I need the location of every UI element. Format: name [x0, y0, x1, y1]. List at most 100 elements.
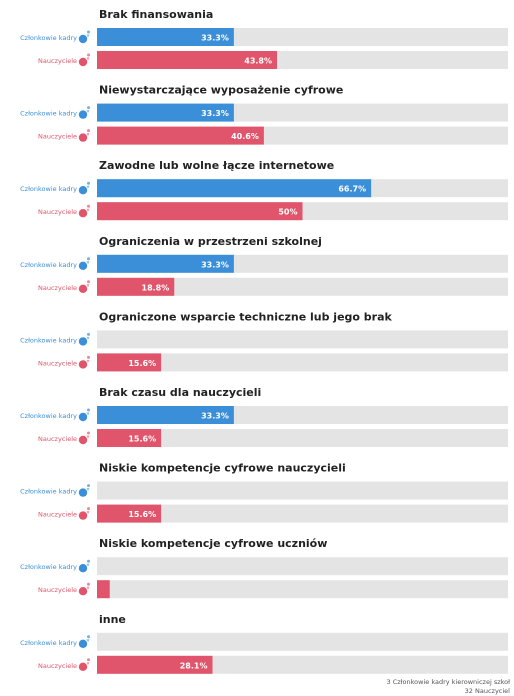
category-title: Ograniczenia w przestrzeni szkolnej — [99, 235, 322, 248]
series-label: Nauczyciele — [38, 435, 77, 443]
bar-nauczyciele — [97, 277, 175, 296]
person-icon-body-0-7 — [78, 564, 88, 573]
person-icon-body-1-3 — [78, 284, 88, 293]
person-icon-head-1-5 — [87, 431, 90, 435]
footnote-line: 3 Członkowie kadry kierowniczej szkoł — [387, 678, 511, 686]
bar-nauczyciele — [97, 126, 264, 145]
person-icon-head-0-8 — [87, 635, 90, 639]
data-label: 66.7% — [338, 185, 366, 194]
series-label: Członkowie kadry — [20, 185, 77, 193]
person-icon-spark-1-0 — [86, 57, 90, 61]
person-icon-head-1-2 — [87, 204, 90, 208]
bar-nauczyciele — [97, 202, 303, 221]
person-icon-head-1-4 — [87, 355, 90, 359]
series-label: Nauczyciele — [38, 57, 77, 65]
person-icon-body-0-6 — [78, 488, 88, 497]
person-icon-head-1-3 — [87, 280, 90, 284]
person-icon-body-1-1 — [78, 133, 88, 142]
bar-nauczyciele — [97, 580, 110, 599]
person-icon-head-0-2 — [87, 181, 90, 185]
person-icon-body-0-4 — [78, 337, 88, 346]
person-icon-head-0-5 — [87, 408, 90, 412]
series-label: Nauczyciele — [38, 208, 77, 216]
series-label: Nauczyciele — [38, 133, 77, 141]
person-icon-head-0-3 — [87, 257, 90, 261]
person-icon-body-0-1 — [78, 110, 88, 119]
person-icon-body-0-8 — [78, 639, 88, 648]
series-label: Członkowie kadry — [20, 261, 77, 269]
bar-nauczyciele — [97, 51, 278, 69]
data-label: 15.6% — [128, 510, 156, 519]
person-icon-head-1-1 — [87, 129, 90, 133]
person-icon-head-0-6 — [87, 484, 90, 488]
bar-track — [97, 429, 508, 447]
person-icon-spark-1-2 — [86, 208, 90, 212]
person-icon-body-1-7 — [78, 587, 88, 596]
data-label: 18.8% — [142, 283, 170, 292]
bar-nauczyciele — [97, 504, 162, 523]
series-label: Nauczyciele — [38, 586, 77, 594]
category-title: Brak czasu dla nauczycieli — [99, 386, 261, 399]
person-icon-spark-1-6 — [86, 511, 90, 515]
data-label: 33.3% — [201, 34, 229, 43]
person-icon-body-0-2 — [78, 186, 88, 195]
person-icon-body-1-2 — [78, 209, 88, 218]
person-icon-head-1-7 — [87, 582, 90, 586]
person-icon-spark-0-8 — [86, 639, 90, 643]
bar-kadra — [97, 254, 234, 273]
bar-track — [97, 504, 508, 523]
data-label: 43.8% — [244, 57, 272, 66]
series-label: Nauczyciele — [38, 284, 77, 292]
person-icon-spark-0-5 — [86, 412, 90, 416]
bar-track — [97, 632, 508, 651]
person-icon-spark-1-7 — [86, 586, 90, 590]
person-icon-body-0-5 — [78, 412, 88, 422]
person-icon-body-1-6 — [78, 511, 88, 520]
footnote-line: 32 Nauczyciel — [465, 687, 511, 695]
bar-kadra — [97, 179, 372, 198]
person-icon-spark-1-5 — [86, 435, 90, 439]
data-label: 28.1% — [180, 661, 208, 670]
person-icon-head-1-0 — [87, 53, 90, 57]
series-label: Członkowie kadry — [20, 336, 77, 344]
category-title: Brak finansowania — [99, 8, 213, 21]
person-icon-spark-1-1 — [86, 133, 90, 137]
bar-nauczyciele — [97, 353, 162, 372]
category-title: Zawodne lub wolne łącze internetowe — [99, 159, 334, 172]
person-icon-head-0-7 — [87, 559, 90, 563]
person-icon-body-1-0 — [78, 57, 88, 67]
person-icon-spark-0-2 — [86, 185, 90, 189]
person-icon-spark-0-3 — [86, 261, 90, 265]
person-icon-spark-0-1 — [86, 110, 90, 114]
series-label: Nauczyciele — [38, 662, 77, 670]
person-icon-spark-0-0 — [86, 34, 90, 38]
series-label: Członkowie kadry — [20, 34, 77, 42]
person-icon-spark-0-7 — [86, 563, 90, 567]
series-label: Członkowie kadry — [20, 110, 77, 118]
series-label: Członkowie kadry — [20, 563, 77, 571]
category-title: Niskie kompetencje cyfrowe nauczycieli — [99, 462, 346, 475]
person-icon-head-0-1 — [87, 106, 90, 110]
data-label: 15.6% — [128, 435, 156, 444]
person-icon-spark-1-8 — [86, 662, 90, 666]
bar-kadra — [97, 406, 234, 424]
series-label: Członkowie kadry — [20, 488, 77, 496]
bar-track — [97, 330, 508, 349]
category-title: Ograniczone wsparcie techniczne lub jego… — [99, 310, 393, 323]
bar-kadra — [97, 28, 234, 46]
person-icon-spark-1-4 — [86, 359, 90, 363]
data-label: 33.3% — [201, 412, 229, 421]
category-title: Niewystarczające wyposażenie cyfrowe — [99, 84, 343, 97]
bar-nauczyciele — [97, 655, 213, 674]
bar-track — [97, 557, 508, 576]
person-icon-head-0-4 — [87, 332, 90, 336]
bar-nauczyciele — [97, 429, 162, 447]
series-label: Nauczyciele — [38, 511, 77, 519]
bar-track — [97, 580, 508, 599]
data-label: 50% — [278, 208, 297, 217]
data-label: 40.6% — [231, 132, 259, 141]
person-icon-body-1-5 — [78, 435, 88, 445]
person-icon-spark-0-4 — [86, 336, 90, 340]
